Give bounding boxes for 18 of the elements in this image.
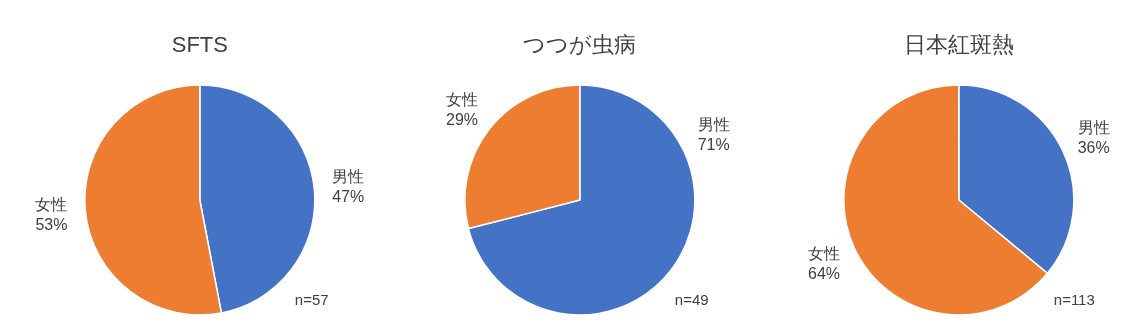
text: n=113 — [1054, 291, 1096, 308]
chart-title: SFTS — [171, 32, 228, 57]
data-label: 71% — [697, 136, 730, 154]
slice-label: 女性 — [35, 196, 68, 214]
slice-label: 男性 — [332, 167, 365, 185]
data-label: 64% — [808, 265, 841, 283]
slice-label: 男性 — [1077, 118, 1110, 136]
chart-title: つつが虫病 — [522, 32, 636, 57]
slice-label: 女性 — [445, 90, 478, 108]
slice-label: 男性 — [697, 116, 730, 134]
data-label: 36% — [1077, 138, 1110, 156]
data-label: 47% — [332, 187, 365, 205]
data-label: 53% — [35, 216, 68, 234]
chart-title: 日本紅斑熱 — [904, 32, 1015, 57]
text: n=49 — [674, 291, 709, 308]
data-label: 29% — [445, 110, 478, 128]
text: n=57 — [294, 291, 329, 308]
slice-label: 女性 — [808, 245, 841, 263]
